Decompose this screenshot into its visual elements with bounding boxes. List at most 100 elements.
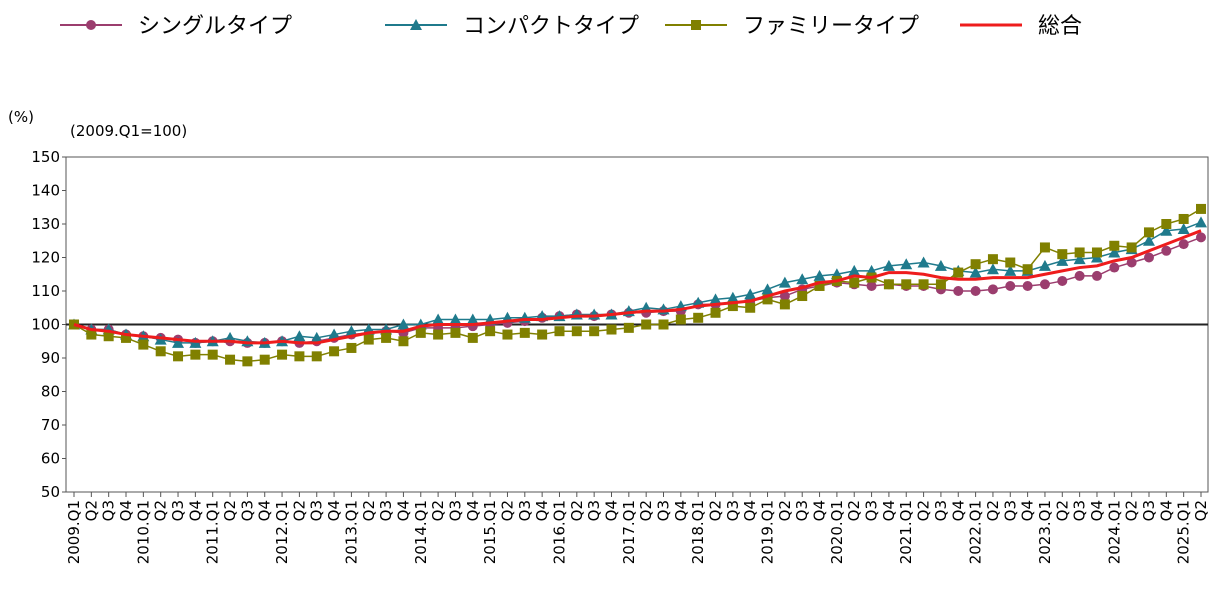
point bbox=[328, 328, 341, 340]
point bbox=[1091, 247, 1102, 258]
legend-label: シングルタイプ bbox=[138, 14, 292, 39]
x-tick-label: 2018.Q1 bbox=[689, 500, 707, 564]
point bbox=[449, 313, 462, 325]
point bbox=[710, 307, 721, 318]
legend-label: コンパクトタイプ bbox=[463, 14, 639, 39]
point bbox=[466, 313, 479, 325]
point bbox=[917, 256, 930, 268]
point bbox=[1004, 264, 1017, 276]
x-tick-label: Q2 bbox=[429, 500, 447, 521]
point bbox=[849, 277, 860, 288]
x-tick-label: Q3 bbox=[377, 500, 395, 521]
point bbox=[121, 332, 132, 343]
x-tick-label: 2016.Q1 bbox=[550, 500, 568, 564]
point bbox=[1057, 249, 1068, 260]
point bbox=[1196, 232, 1206, 243]
point bbox=[259, 354, 270, 365]
point bbox=[519, 327, 530, 338]
x-tick-label: 2012.Q1 bbox=[273, 500, 291, 564]
point bbox=[397, 318, 410, 330]
point bbox=[1039, 242, 1050, 253]
point bbox=[398, 336, 409, 347]
point bbox=[1195, 216, 1207, 228]
point bbox=[381, 332, 392, 343]
x-tick-label: Q3 bbox=[655, 500, 673, 521]
x-tick-label: Q4 bbox=[325, 500, 343, 521]
point bbox=[1005, 257, 1016, 268]
x-tick-label: Q2 bbox=[82, 500, 100, 521]
x-tick-label: Q2 bbox=[984, 500, 1002, 521]
x-tick-label: 2013.Q1 bbox=[342, 500, 360, 564]
y-tick-label: 80 bbox=[41, 383, 60, 401]
x-tick-label: 2019.Q1 bbox=[759, 500, 777, 564]
x-tick-label: Q2 bbox=[498, 500, 516, 521]
point bbox=[242, 356, 253, 367]
x-tick-label: Q3 bbox=[932, 500, 950, 521]
x-tick-label: Q2 bbox=[568, 500, 586, 521]
x-tick-label: Q4 bbox=[880, 500, 898, 521]
point bbox=[1074, 247, 1085, 258]
point bbox=[294, 351, 305, 362]
point bbox=[432, 313, 445, 325]
x-tick-label: Q2 bbox=[1192, 500, 1210, 521]
point bbox=[1109, 262, 1120, 273]
point bbox=[415, 327, 426, 338]
x-tick-label: Q4 bbox=[186, 500, 204, 521]
point bbox=[987, 284, 998, 295]
series-line bbox=[73, 236, 1202, 344]
point bbox=[554, 326, 565, 337]
x-tick-label: Q2 bbox=[915, 500, 933, 521]
point bbox=[900, 258, 913, 270]
point bbox=[1056, 254, 1069, 266]
point bbox=[953, 267, 964, 278]
point bbox=[762, 294, 773, 305]
y-tick-label: 150 bbox=[31, 148, 60, 166]
point bbox=[934, 259, 947, 271]
x-tick-label: 2011.Q1 bbox=[204, 500, 222, 564]
point bbox=[606, 324, 617, 335]
x-tick-label: Q4 bbox=[949, 500, 967, 521]
x-tick-label: Q3 bbox=[724, 500, 742, 521]
point bbox=[1126, 257, 1137, 268]
point bbox=[172, 336, 185, 348]
point bbox=[797, 291, 808, 302]
x-tick-label: Q2 bbox=[290, 500, 308, 521]
point bbox=[345, 325, 358, 337]
point bbox=[311, 351, 322, 362]
point bbox=[761, 283, 774, 295]
point bbox=[1109, 240, 1120, 251]
point bbox=[866, 280, 877, 291]
x-tick-label: Q2 bbox=[360, 500, 378, 521]
x-tick-label: Q3 bbox=[1140, 500, 1158, 521]
x-tick-label: Q3 bbox=[516, 500, 534, 521]
x-tick-label: Q2 bbox=[221, 500, 239, 521]
point bbox=[1161, 245, 1172, 256]
point bbox=[1177, 223, 1190, 235]
x-tick-label: Q4 bbox=[533, 500, 551, 521]
point bbox=[225, 354, 236, 365]
point bbox=[502, 329, 513, 340]
point bbox=[675, 314, 686, 325]
x-tick-label: 2009.Q1 bbox=[65, 500, 83, 564]
point bbox=[641, 319, 652, 330]
x-tick-label: Q4 bbox=[256, 500, 274, 521]
point bbox=[1073, 253, 1086, 265]
point bbox=[1057, 275, 1068, 286]
point bbox=[709, 293, 722, 305]
point bbox=[1143, 252, 1154, 263]
x-tick-label: Q4 bbox=[672, 500, 690, 521]
point bbox=[346, 342, 357, 353]
point bbox=[727, 301, 738, 312]
point bbox=[1074, 270, 1085, 281]
y-tick-label: 110 bbox=[31, 282, 60, 300]
point bbox=[987, 254, 998, 265]
x-tick-label: Q2 bbox=[776, 500, 794, 521]
x-tick-label: Q2 bbox=[845, 500, 863, 521]
x-tick-label: Q4 bbox=[117, 500, 135, 521]
x-tick-label: Q3 bbox=[793, 500, 811, 521]
x-tick-label: Q4 bbox=[394, 500, 412, 521]
legend-marker bbox=[410, 19, 422, 30]
x-tick-label: Q4 bbox=[1157, 500, 1175, 521]
point bbox=[882, 259, 895, 271]
